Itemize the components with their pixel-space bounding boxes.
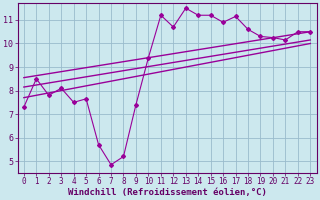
X-axis label: Windchill (Refroidissement éolien,°C): Windchill (Refroidissement éolien,°C) (68, 188, 267, 197)
